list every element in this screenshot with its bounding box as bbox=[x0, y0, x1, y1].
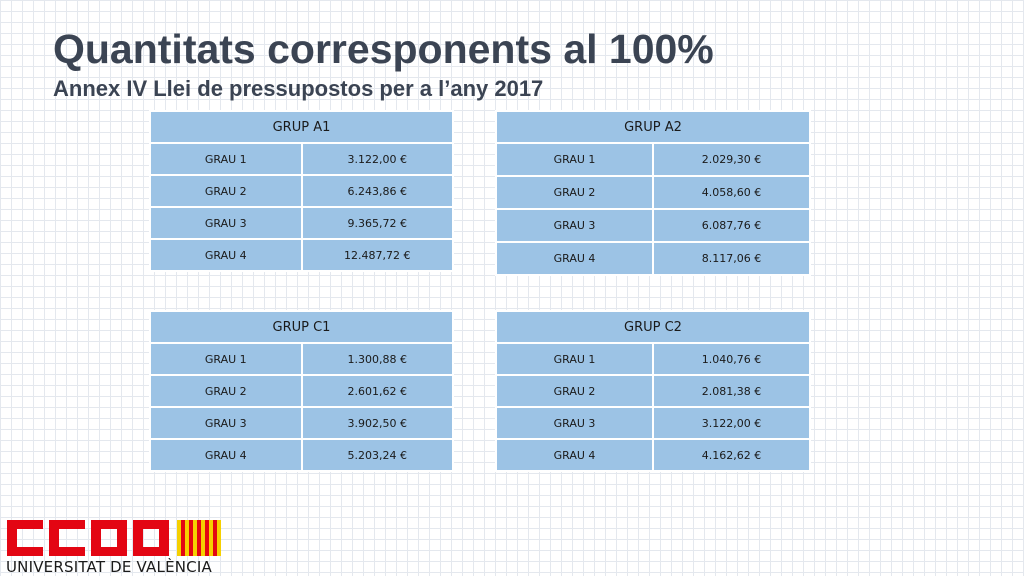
page-title: Quantitats corresponents al 100% bbox=[53, 26, 714, 72]
table-row: GRAU 3 6.087,76 € bbox=[495, 208, 811, 243]
amount-cell: 2.601,62 € bbox=[300, 374, 454, 408]
ccoo-logo: UNIVERSITAT DE VALÈNCIA bbox=[5, 518, 223, 576]
amount-cell: 4.058,60 € bbox=[652, 175, 811, 210]
table-grup-c1: GRUP C1 GRAU 1 1.300,88 € GRAU 2 2.601,62 … bbox=[149, 310, 454, 472]
table-row: GRAU 4 12.487,72 € bbox=[149, 238, 454, 272]
amount-cell: 2.081,38 € bbox=[652, 374, 811, 408]
table-row: GRAU 1 1.300,88 € bbox=[149, 342, 454, 376]
table-row: GRAU 1 3.122,00 € bbox=[149, 142, 454, 176]
amount-cell: 2.029,30 € bbox=[652, 142, 811, 177]
grau-cell: GRAU 4 bbox=[149, 238, 303, 272]
amount-cell: 9.365,72 € bbox=[300, 206, 454, 240]
grau-cell: GRAU 4 bbox=[495, 241, 654, 276]
grau-cell: GRAU 3 bbox=[149, 406, 303, 440]
amount-cell: 4.162,62 € bbox=[652, 438, 811, 472]
grau-cell: GRAU 1 bbox=[495, 342, 654, 376]
page-subtitle: Annex IV Llei de pressupostos per a l’an… bbox=[53, 76, 544, 101]
grau-cell: GRAU 1 bbox=[149, 142, 303, 176]
grau-cell: GRAU 2 bbox=[149, 174, 303, 208]
amount-cell: 1.040,76 € bbox=[652, 342, 811, 376]
senyera-flag-icon bbox=[177, 520, 221, 556]
ccoo-wordmark-icon bbox=[7, 520, 221, 556]
amount-cell: 12.487,72 € bbox=[300, 238, 454, 272]
grau-cell: GRAU 3 bbox=[149, 206, 303, 240]
table-row: GRAU 2 2.601,62 € bbox=[149, 374, 454, 408]
table-row: GRAU 1 2.029,30 € bbox=[495, 142, 811, 177]
table-grup-c2: GRUP C2 GRAU 1 1.040,76 € GRAU 2 2.081,38 … bbox=[495, 310, 811, 472]
table-row: GRAU 2 2.081,38 € bbox=[495, 374, 811, 408]
amount-cell: 6.243,86 € bbox=[300, 174, 454, 208]
table-row: GRAU 4 8.117,06 € bbox=[495, 241, 811, 276]
amount-cell: 3.122,00 € bbox=[300, 142, 454, 176]
amount-cell: 3.902,50 € bbox=[300, 406, 454, 440]
table-grup-a1: GRUP A1 GRAU 1 3.122,00 € GRAU 2 6.243,86 … bbox=[149, 110, 454, 272]
amount-cell: 8.117,06 € bbox=[652, 241, 811, 276]
table-row: GRAU 3 9.365,72 € bbox=[149, 206, 454, 240]
table-row: GRAU 2 4.058,60 € bbox=[495, 175, 811, 210]
table-header: GRUP C2 bbox=[495, 310, 811, 344]
table-row: GRAU 4 4.162,62 € bbox=[495, 438, 811, 472]
logo-caption: UNIVERSITAT DE VALÈNCIA bbox=[6, 558, 212, 576]
table-row: GRAU 3 3.902,50 € bbox=[149, 406, 454, 440]
grau-cell: GRAU 3 bbox=[495, 208, 654, 243]
table-grup-a2: GRUP A2 GRAU 1 2.029,30 € GRAU 2 4.058,60 … bbox=[495, 110, 811, 276]
table-header: GRUP C1 bbox=[149, 310, 454, 344]
grau-cell: GRAU 2 bbox=[149, 374, 303, 408]
grau-cell: GRAU 4 bbox=[149, 438, 303, 472]
table-row: GRAU 2 6.243,86 € bbox=[149, 174, 454, 208]
amount-cell: 6.087,76 € bbox=[652, 208, 811, 243]
grau-cell: GRAU 1 bbox=[495, 142, 654, 177]
grau-cell: GRAU 4 bbox=[495, 438, 654, 472]
table-row: GRAU 3 3.122,00 € bbox=[495, 406, 811, 440]
table-header: GRUP A2 bbox=[495, 110, 811, 144]
table-header: GRUP A1 bbox=[149, 110, 454, 144]
grau-cell: GRAU 3 bbox=[495, 406, 654, 440]
amount-cell: 1.300,88 € bbox=[300, 342, 454, 376]
grau-cell: GRAU 2 bbox=[495, 374, 654, 408]
grau-cell: GRAU 2 bbox=[495, 175, 654, 210]
table-row: GRAU 4 5.203,24 € bbox=[149, 438, 454, 472]
grau-cell: GRAU 1 bbox=[149, 342, 303, 376]
amount-cell: 5.203,24 € bbox=[300, 438, 454, 472]
table-row: GRAU 1 1.040,76 € bbox=[495, 342, 811, 376]
amount-cell: 3.122,00 € bbox=[652, 406, 811, 440]
